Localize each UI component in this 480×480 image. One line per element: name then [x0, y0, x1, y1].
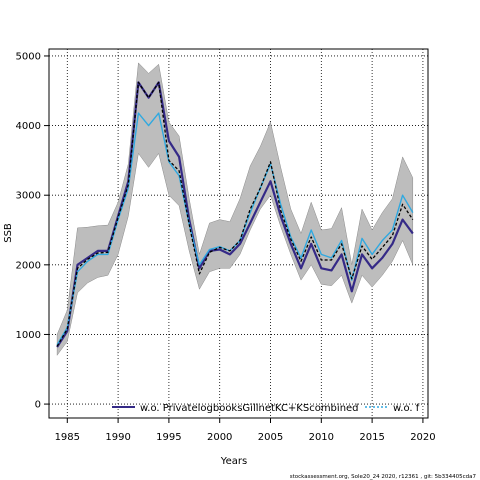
plot-frame [48, 48, 429, 419]
y-tick-label-4000: 4000 [16, 121, 41, 132]
x-tick-label-2010: 2010 [309, 432, 334, 443]
y-tick-label-5000: 5000 [16, 51, 41, 62]
series-line-3 [56, 81, 414, 347]
legend-label-series-1: w.o. PrivatelogbooksGillnetKC+KScombined [140, 403, 359, 414]
legend-label-series-2: w.o. f [393, 403, 420, 414]
y-axis-title: SSB [3, 223, 14, 243]
y-tick-label-2000: 2000 [16, 260, 41, 271]
confidence-band-layer [56, 62, 414, 357]
y-tick-label-1000: 1000 [16, 330, 41, 341]
axes: 1985 1990 1995 2000 2005 2010 2015 2020 0 1000 200… [16, 48, 436, 443]
confidence-band [56, 62, 414, 357]
x-tick-label-2000: 2000 [207, 432, 232, 443]
y-tick-label-3000: 3000 [16, 191, 41, 202]
x-tick-label-2015: 2015 [359, 432, 384, 443]
x-tick-label-2005: 2005 [258, 432, 283, 443]
y-tick-label-0: 0 [35, 400, 41, 411]
legend: w.o. PrivatelogbooksGillnetKC+KScombined… [112, 403, 420, 414]
series-line-1 [56, 81, 414, 348]
series-layer [56, 81, 414, 348]
x-tick-label-1995: 1995 [156, 432, 181, 443]
x-axis-title: Years [220, 456, 247, 467]
x-tick-label-2020: 2020 [410, 432, 435, 443]
x-tick-label-1990: 1990 [105, 432, 130, 443]
x-tick-label-1985: 1985 [55, 432, 80, 443]
footer-text: stockassessment.org, Sole20_24 2020, r12… [290, 474, 477, 480]
